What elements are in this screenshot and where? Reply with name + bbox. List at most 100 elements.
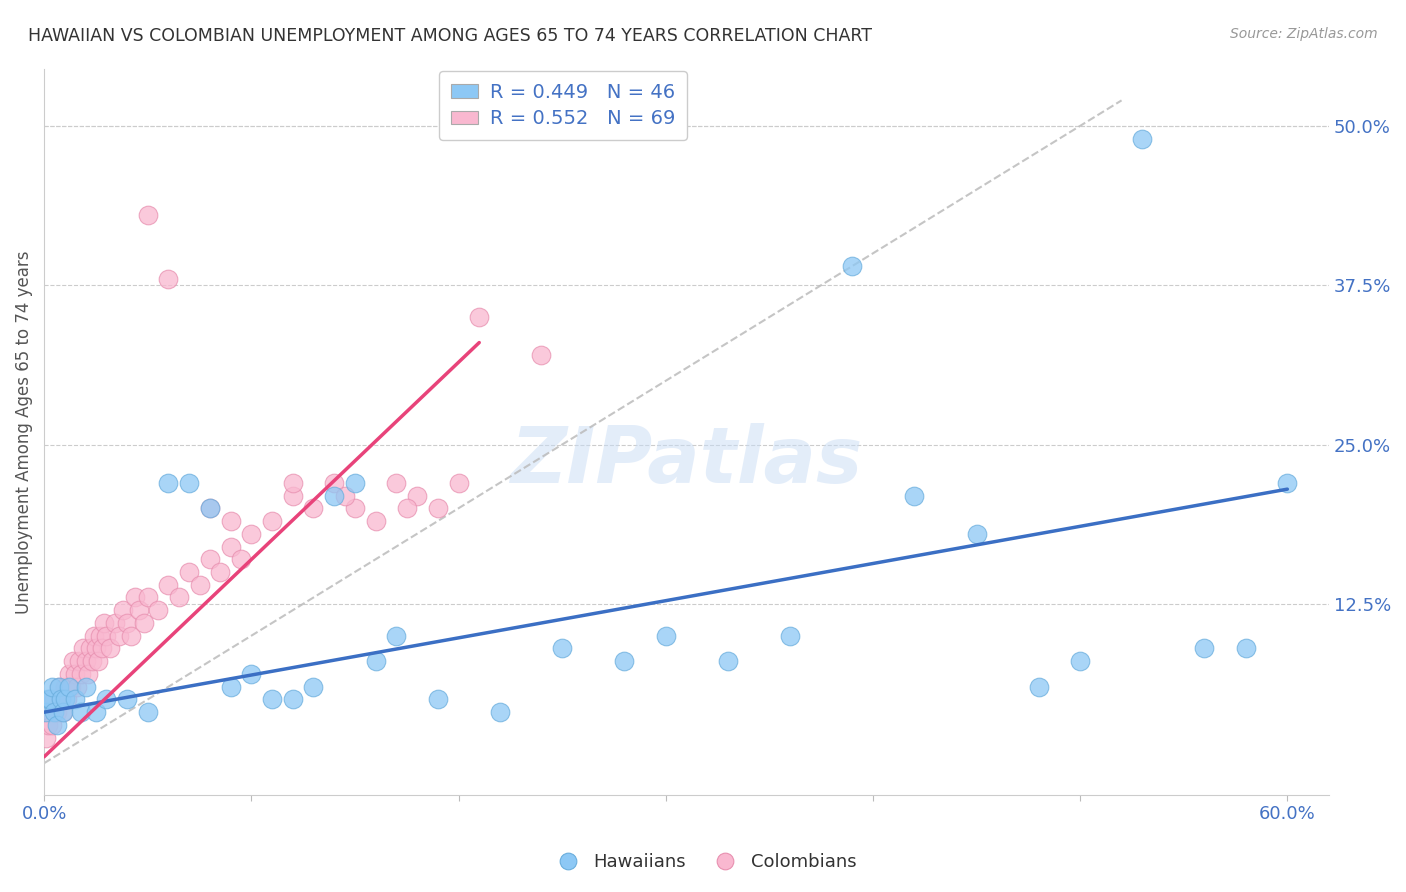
Point [91,641,114,656]
Y-axis label: Unemployment Among Ages 65 to 74 years: Unemployment Among Ages 65 to 74 years [15,250,32,614]
Point [115,615,138,630]
Point [41,680,63,694]
Point [35,731,58,745]
Point [75,654,97,668]
Point [96,692,118,706]
Point [717,654,740,668]
Point [966,526,988,541]
Point [209,565,232,579]
Point [240,667,263,681]
Point [1234,641,1257,656]
Point [70,667,93,681]
Point [96,629,118,643]
Point [198,552,221,566]
Point [179,565,201,579]
Point [343,501,366,516]
Point [385,629,408,643]
Point [146,603,169,617]
Point [426,501,449,516]
Point [198,501,221,516]
Point [281,692,304,706]
Point [219,514,242,528]
Point [53,692,76,706]
Point [406,489,429,503]
Point [45,705,67,719]
Point [132,615,155,630]
Point [364,654,387,668]
Point [124,591,146,605]
Point [103,615,125,630]
Point [281,475,304,490]
Point [48,680,70,694]
Point [39,692,62,706]
Point [281,489,304,503]
Point [395,501,418,516]
Point [49,692,72,706]
Point [841,259,863,273]
Point [447,475,470,490]
Point [779,629,801,643]
Point [167,591,190,605]
Point [100,641,122,656]
Point [260,692,283,706]
Point [107,629,129,643]
Legend: Hawaiians, Colombians: Hawaiians, Colombians [543,847,863,879]
Point [63,667,86,681]
Point [62,654,84,668]
Point [136,591,159,605]
Point [1130,131,1153,145]
Point [188,578,211,592]
Point [89,629,111,643]
Point [53,680,76,694]
Point [67,654,90,668]
Point [72,641,94,656]
Point [52,705,75,719]
Point [56,692,79,706]
Point [87,654,110,668]
Text: HAWAIIAN VS COLOMBIAN UNEMPLOYMENT AMONG AGES 65 TO 74 YEARS CORRELATION CHART: HAWAIIAN VS COLOMBIAN UNEMPLOYMENT AMONG… [28,27,872,45]
Point [128,603,150,617]
Point [333,489,356,503]
Point [52,705,75,719]
Point [45,718,67,732]
Point [63,692,86,706]
Point [1069,654,1091,668]
Point [323,475,346,490]
Point [58,667,80,681]
Point [654,629,676,643]
Point [1194,641,1216,656]
Point [551,641,574,656]
Point [83,629,105,643]
Point [84,641,107,656]
Point [44,705,66,719]
Point [60,680,83,694]
Point [93,615,115,630]
Point [79,641,101,656]
Point [70,705,93,719]
Point [179,475,201,490]
Point [120,629,142,643]
Point [198,501,221,516]
Point [136,705,159,719]
Legend: R = 0.449   N = 46, R = 0.552   N = 69: R = 0.449 N = 46, R = 0.552 N = 69 [439,71,686,140]
Point [76,667,98,681]
Point [426,692,449,706]
Point [44,692,66,706]
Point [468,310,491,324]
Point [903,489,925,503]
Point [157,475,180,490]
Text: Source: ZipAtlas.com: Source: ZipAtlas.com [1230,27,1378,41]
Point [302,680,325,694]
Point [260,514,283,528]
Point [1028,680,1050,694]
Point [385,475,408,490]
Point [302,501,325,516]
Point [219,540,242,554]
Point [343,475,366,490]
Point [66,680,89,694]
Point [323,489,346,503]
Point [58,680,80,694]
Point [48,680,70,694]
Point [80,654,103,668]
Text: ZIPatlas: ZIPatlas [510,423,862,499]
